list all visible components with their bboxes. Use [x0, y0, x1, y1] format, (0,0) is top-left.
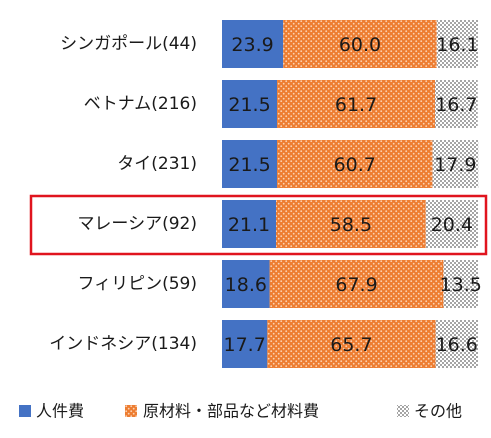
value-label: 20.4	[431, 214, 473, 236]
category-label: ベトナム(216)	[84, 94, 197, 114]
bar-segment-series-1	[267, 320, 436, 368]
bar-segment-series-2	[436, 20, 478, 68]
value-label: 21.5	[228, 94, 270, 116]
bar-segment-series-0	[222, 80, 278, 128]
legend-label: 原材料・部品など材料費	[143, 402, 319, 421]
bar-segment-series-1	[276, 200, 426, 248]
value-label: 17.7	[223, 334, 265, 356]
value-label: 58.5	[330, 214, 372, 236]
value-label: 13.5	[440, 274, 482, 296]
bar-segment-series-2	[425, 200, 478, 248]
value-label: 21.5	[228, 154, 270, 176]
legend-swatch	[19, 405, 31, 417]
bar-segment-series-2	[443, 260, 478, 308]
bar-segment-series-1	[283, 20, 437, 68]
bar-segment-series-1	[269, 260, 444, 308]
bar-segment-series-0	[222, 20, 284, 68]
value-label: 16.7	[435, 94, 477, 116]
value-label: 16.1	[436, 34, 478, 56]
bar-segment-series-0	[222, 200, 277, 248]
legend-swatch	[397, 405, 409, 417]
highlight-layer	[29, 194, 488, 256]
value-label: 18.6	[225, 274, 267, 296]
bar-segment-series-0	[222, 260, 270, 308]
value-label: 65.7	[330, 334, 372, 356]
highlight-box	[29, 194, 488, 256]
bars-layer	[222, 20, 479, 368]
value-label: 61.7	[335, 94, 377, 116]
category-label: シンガポール(44)	[60, 34, 197, 54]
value-label: 17.9	[434, 154, 476, 176]
value-label: 60.7	[334, 154, 376, 176]
value-label: 60.0	[339, 34, 381, 56]
value-label: 21.1	[228, 214, 270, 236]
value-label: 23.9	[231, 34, 273, 56]
bar-segment-series-2	[432, 140, 479, 188]
legend-label: その他	[414, 402, 462, 421]
category-label: インドネシア(134)	[49, 334, 197, 354]
category-label: マレーシア(92)	[77, 214, 197, 234]
category-label: タイ(231)	[117, 154, 197, 174]
legend: 人件費 原材料・部品など材料費 その他	[19, 402, 462, 421]
labels-layer: シンガポール(44) 23.9 60.0 16.1 ベトナム(216) 21.5 61.7 1…	[49, 34, 482, 356]
bar-segment-series-2	[435, 320, 478, 368]
category-label: フィリピン(59)	[77, 274, 197, 294]
bar-segment-series-0	[222, 320, 268, 368]
bar-segment-series-2	[434, 80, 478, 128]
value-label: 16.6	[436, 334, 478, 356]
legend-label: 人件費	[36, 402, 84, 421]
legend-swatch	[125, 405, 137, 417]
bar-segment-series-1	[277, 80, 435, 128]
value-label: 67.9	[335, 274, 377, 296]
bar-segment-series-1	[277, 140, 433, 188]
bar-segment-series-0	[222, 140, 278, 188]
